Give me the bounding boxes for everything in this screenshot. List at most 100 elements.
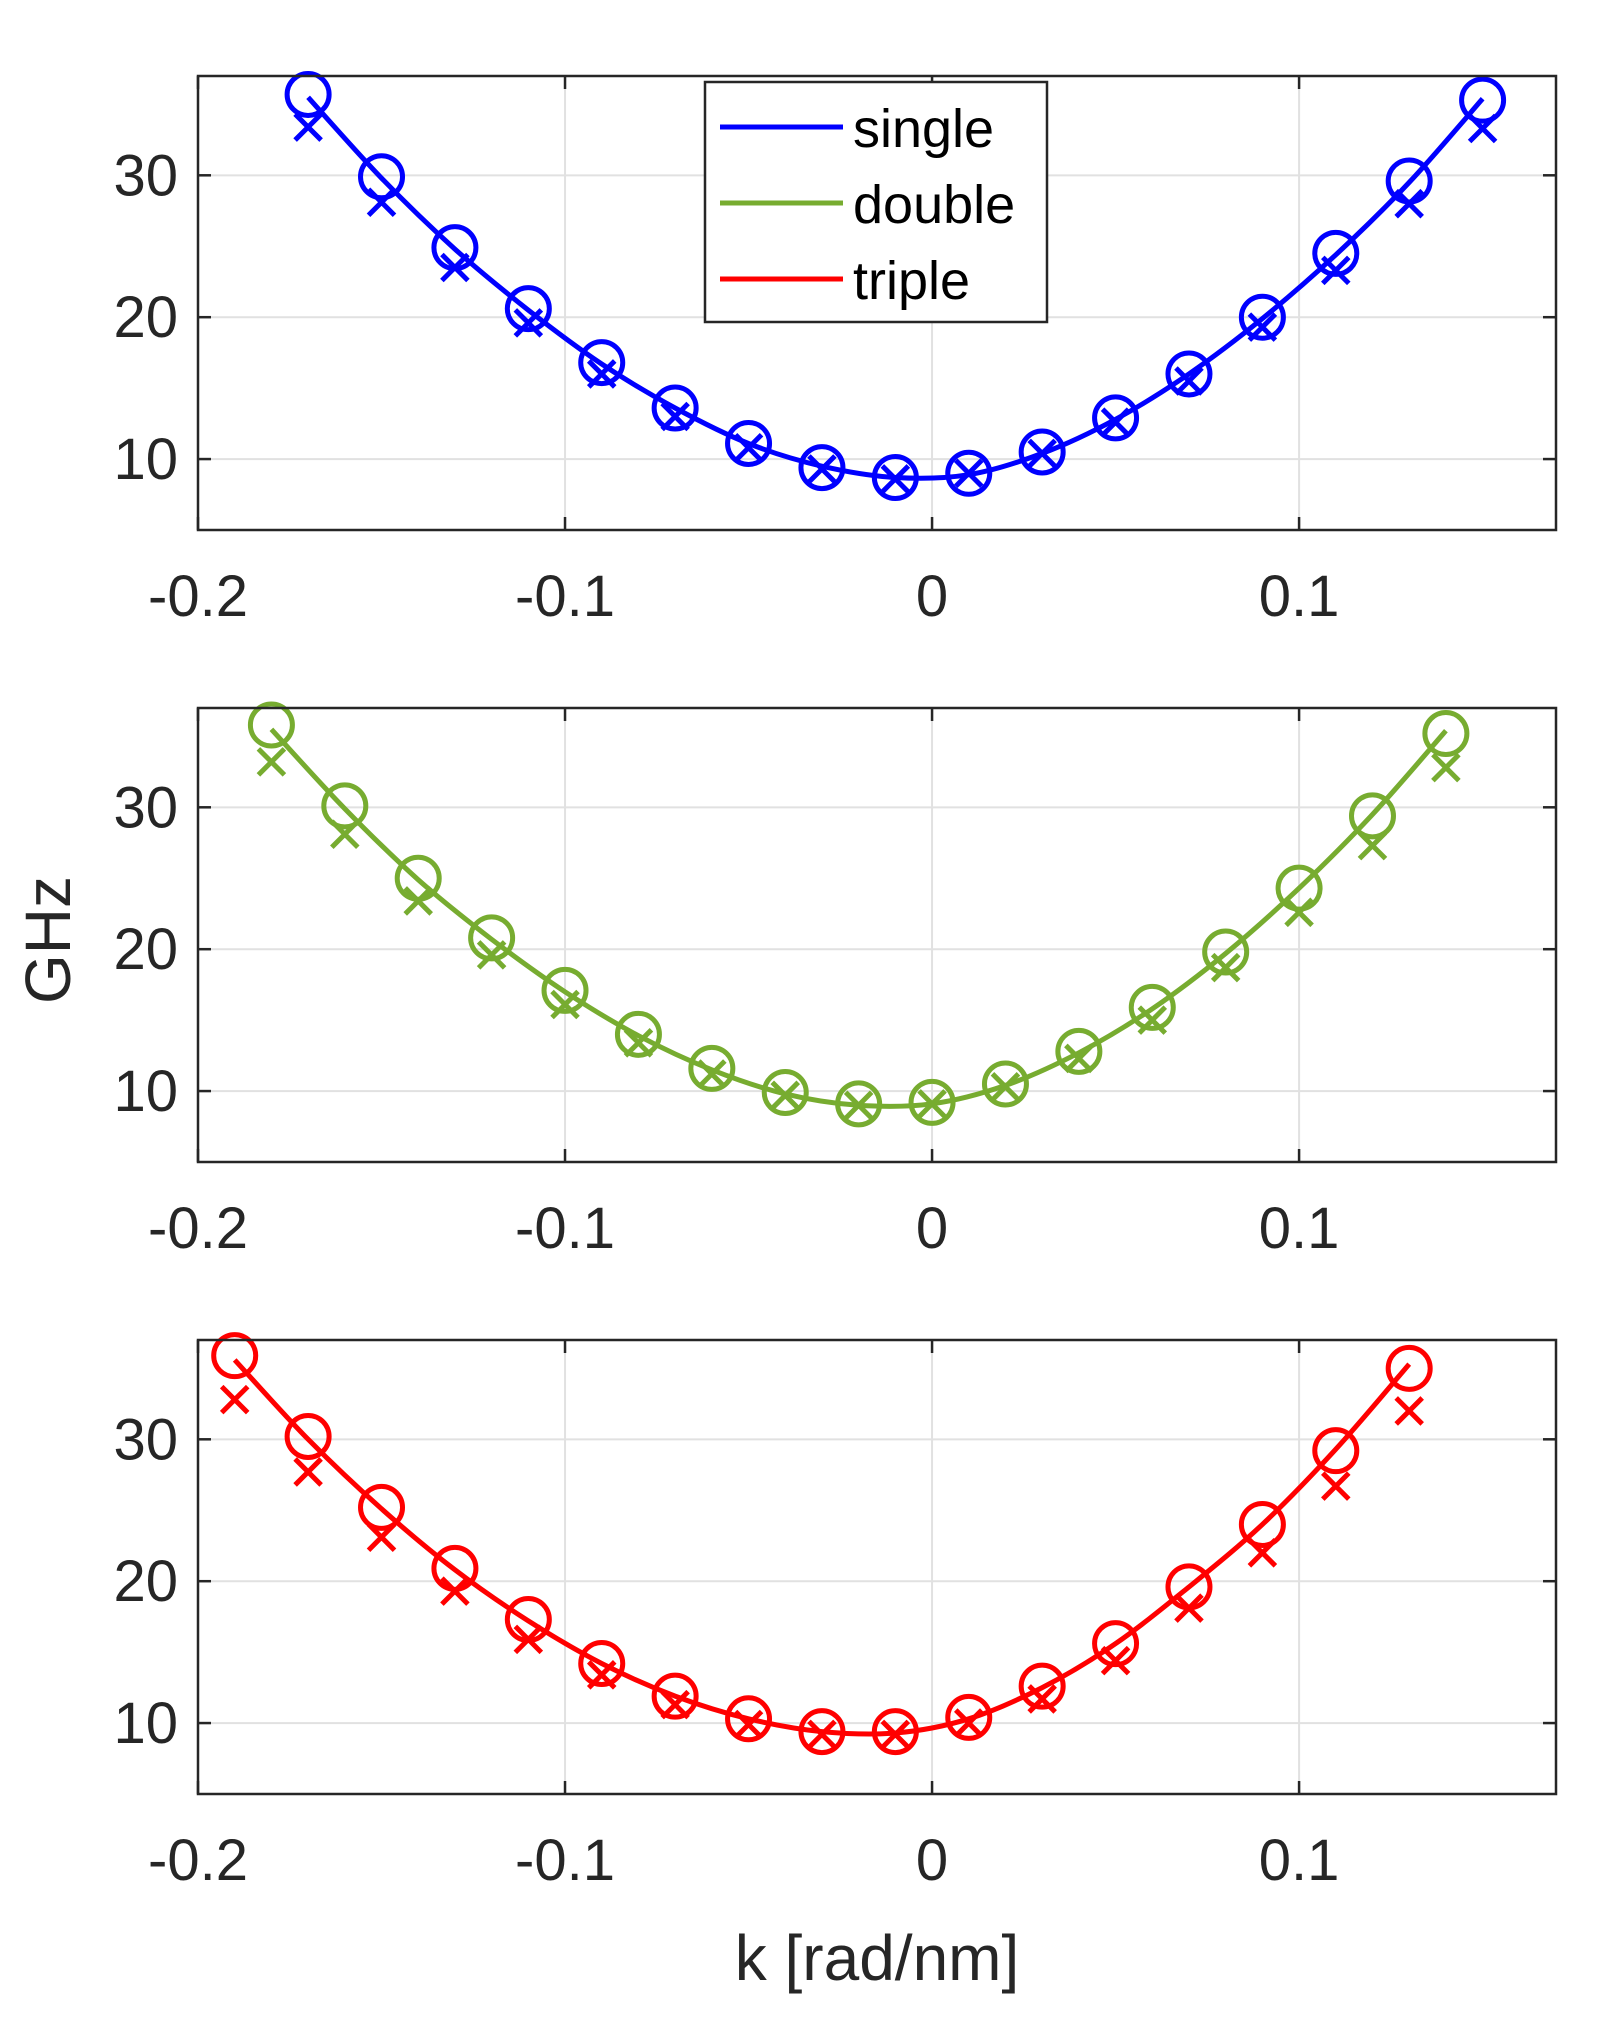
single-circle-marker bbox=[1092, 394, 1140, 442]
triple-circle-marker bbox=[211, 1332, 259, 1380]
single-cross-marker bbox=[880, 464, 911, 494]
x-tick-label: -0.1 bbox=[515, 1828, 615, 1893]
triple-cross-marker bbox=[1100, 1645, 1131, 1676]
double-cross-marker bbox=[697, 1059, 727, 1089]
double-circle-marker bbox=[1422, 710, 1470, 758]
panel-single-yticklabels: 10 20 30 bbox=[113, 143, 178, 492]
axes-box bbox=[196, 74, 1558, 532]
panel-double-markers bbox=[247, 701, 1470, 1128]
triple-circle-marker bbox=[578, 1639, 626, 1687]
single-circle-marker bbox=[871, 454, 919, 502]
y-tick-label: 30 bbox=[113, 1407, 178, 1472]
single-cross-marker bbox=[733, 432, 764, 463]
double-circle-marker bbox=[321, 782, 369, 830]
single-circle-marker bbox=[945, 449, 993, 497]
panel-triple-axes bbox=[196, 1338, 1558, 1796]
double-cross-marker bbox=[843, 1090, 874, 1121]
single-circle-marker bbox=[1165, 350, 1213, 398]
panel-single-xticklabels: -0.2 -0.1 0 0.1 bbox=[148, 564, 1339, 629]
x-tick-label: 0.1 bbox=[1259, 1196, 1340, 1261]
panel-double: -0.2 -0.1 0 0.1 10 20 30 bbox=[113, 701, 1558, 1261]
double-circle-marker bbox=[761, 1068, 809, 1116]
single-circle-marker bbox=[725, 419, 773, 467]
x-tick-label: -0.1 bbox=[515, 564, 615, 629]
y-tick-label: 20 bbox=[113, 285, 178, 350]
panel-triple: -0.2 -0.1 0 0.1 10 20 30 bbox=[113, 1332, 1558, 1893]
triple-cross-marker bbox=[1394, 1396, 1424, 1426]
double-circle-marker bbox=[394, 854, 442, 902]
triple-circle-marker bbox=[1312, 1427, 1360, 1475]
x-tick-label: 0 bbox=[916, 1828, 948, 1893]
panel-double-axes bbox=[196, 706, 1558, 1164]
single-circle-marker bbox=[1018, 428, 1066, 476]
double-circle-marker bbox=[614, 1010, 662, 1058]
triple-circle-marker bbox=[431, 1544, 479, 1592]
triple-circle-marker bbox=[798, 1708, 846, 1756]
panel-triple-yticklabels: 10 20 30 bbox=[113, 1407, 178, 1756]
triple-cross-marker bbox=[953, 1708, 984, 1738]
triple-circle-marker bbox=[1165, 1563, 1213, 1611]
triple-cross-marker bbox=[1321, 1471, 1351, 1501]
double-cross-marker bbox=[476, 940, 507, 970]
double-cross-marker bbox=[990, 1072, 1021, 1102]
double-circle-marker bbox=[1055, 1027, 1103, 1075]
double-circle-marker bbox=[1348, 792, 1396, 840]
single-cross-marker bbox=[513, 308, 544, 338]
single-cross-marker bbox=[1100, 407, 1131, 437]
single-cross-marker bbox=[1321, 255, 1351, 286]
single-circle-marker bbox=[1385, 157, 1433, 205]
double-circle-marker bbox=[468, 914, 516, 962]
panel-single-markers bbox=[284, 70, 1507, 502]
double-cross-marker bbox=[1064, 1043, 1094, 1074]
y-tick-label: 20 bbox=[113, 917, 178, 982]
single-cross-marker bbox=[1027, 438, 1057, 469]
single-cross-marker bbox=[807, 454, 837, 484]
triple-cross-marker bbox=[880, 1719, 911, 1750]
double-circle-marker bbox=[1202, 928, 1250, 976]
double-circle-marker bbox=[981, 1060, 1029, 1108]
x-tick-label: -0.2 bbox=[148, 1196, 248, 1261]
double-circle-marker bbox=[835, 1080, 883, 1128]
triple-circle-marker bbox=[1238, 1500, 1286, 1548]
double-cross-marker bbox=[1431, 752, 1461, 783]
x-axis-label: k [rad/nm] bbox=[735, 1922, 1020, 1994]
triple-circle-marker bbox=[1092, 1620, 1140, 1668]
triple-circle-marker bbox=[871, 1708, 919, 1756]
panel-single-axes bbox=[196, 74, 1558, 532]
double-cross-marker bbox=[770, 1080, 801, 1111]
double-cross-marker bbox=[917, 1089, 947, 1119]
triple-circle-marker bbox=[358, 1483, 406, 1531]
single-circle-marker bbox=[504, 285, 552, 333]
single-circle-marker bbox=[284, 70, 332, 118]
y-tick-label: 10 bbox=[113, 427, 178, 492]
single-circle-marker bbox=[1312, 229, 1360, 277]
legend-label-double: double bbox=[853, 175, 1015, 235]
double-cross-marker bbox=[550, 989, 580, 1020]
triple-circle-marker bbox=[284, 1412, 332, 1460]
triple-cross-marker bbox=[293, 1457, 323, 1487]
panel-double-xticklabels: -0.2 -0.1 0 0.1 bbox=[148, 1196, 1339, 1261]
y-tick-label: 30 bbox=[113, 143, 178, 208]
single-cross-marker bbox=[1174, 366, 1204, 396]
y-tick-label: 10 bbox=[113, 1059, 178, 1124]
x-tick-label: 0.1 bbox=[1259, 1828, 1340, 1893]
panel-triple-xticklabels: -0.2 -0.1 0 0.1 bbox=[148, 1828, 1339, 1893]
double-circle-marker bbox=[541, 966, 589, 1014]
x-tick-label: -0.2 bbox=[148, 564, 248, 629]
double-circle-marker bbox=[688, 1044, 736, 1092]
triple-circle-marker bbox=[504, 1595, 552, 1643]
triple-cross-marker bbox=[807, 1719, 837, 1750]
legend-label-single: single bbox=[853, 99, 994, 159]
panel-double-yticklabels: 10 20 30 bbox=[113, 775, 178, 1124]
double-cross-marker bbox=[1284, 897, 1314, 928]
single-cross-marker bbox=[953, 458, 984, 489]
triple-circle-marker bbox=[725, 1695, 773, 1743]
double-circle-marker bbox=[1275, 864, 1323, 912]
x-tick-label: -0.2 bbox=[148, 1828, 248, 1893]
triple-cross-marker bbox=[733, 1709, 764, 1740]
single-cross-marker bbox=[293, 112, 323, 142]
single-circle-marker bbox=[1459, 76, 1507, 124]
triple-circle-marker bbox=[1385, 1344, 1433, 1392]
